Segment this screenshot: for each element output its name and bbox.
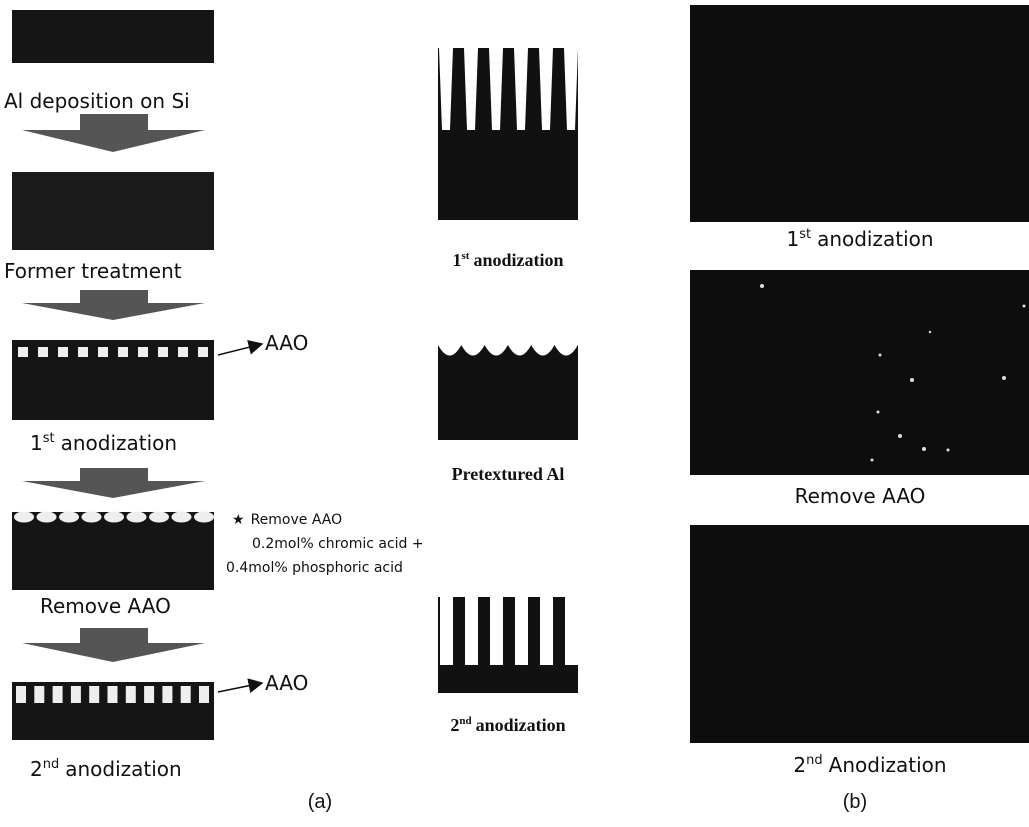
pore xyxy=(127,512,147,523)
pore xyxy=(515,597,528,665)
pore xyxy=(16,686,26,703)
removed-layer xyxy=(12,512,214,590)
pore xyxy=(540,597,553,665)
aao-pointer xyxy=(218,683,262,692)
aao-label: AAO xyxy=(265,331,308,355)
pore xyxy=(37,512,57,523)
pore xyxy=(126,686,136,703)
pore xyxy=(172,512,192,523)
pore xyxy=(138,347,148,357)
pore xyxy=(199,686,209,703)
pore xyxy=(58,347,68,357)
figure: AAO AAO Al deposition on Si Former treat… xyxy=(0,0,1029,827)
sem-image xyxy=(690,525,1029,743)
step-label: Al deposition on Si xyxy=(4,89,190,113)
pore xyxy=(194,512,214,523)
schematic-3 xyxy=(438,597,578,693)
note-line: 0.4mol% phosphoric acid xyxy=(226,560,403,576)
pore xyxy=(465,597,478,665)
pore xyxy=(38,347,48,357)
pore xyxy=(108,686,118,703)
pore xyxy=(490,597,503,665)
image-label: Remove AAO xyxy=(795,484,926,508)
pore xyxy=(198,347,208,357)
pore xyxy=(89,686,99,703)
sem-image xyxy=(690,5,1029,222)
pore xyxy=(18,347,28,357)
pore xyxy=(440,597,453,665)
aao-label: AAO xyxy=(265,671,308,695)
pore xyxy=(78,347,88,357)
pore xyxy=(144,686,154,703)
caption: (b) xyxy=(843,791,867,813)
treated-layer xyxy=(12,172,214,250)
pore xyxy=(14,512,34,523)
pore xyxy=(34,686,44,703)
step-label: Former treatment xyxy=(4,259,182,283)
panel-a: AAO AAO Al deposition on Si Former treat… xyxy=(4,10,424,813)
pore xyxy=(82,512,102,523)
pore xyxy=(71,686,81,703)
pore xyxy=(158,347,168,357)
pore xyxy=(118,347,128,357)
schematic-1 xyxy=(438,48,578,220)
pore xyxy=(149,512,169,523)
sem-image xyxy=(690,270,1029,475)
pore xyxy=(181,686,191,703)
pore xyxy=(178,347,188,357)
caption: (a) xyxy=(308,791,332,813)
pore xyxy=(98,347,108,357)
al-layer xyxy=(12,10,214,63)
pore xyxy=(162,686,172,703)
pore xyxy=(53,686,63,703)
note-title: ★Remove AAO xyxy=(232,512,342,528)
aao-pointer xyxy=(218,344,262,355)
schematic-2 xyxy=(438,345,578,440)
step-label: Remove AAO xyxy=(40,594,171,618)
pore xyxy=(565,597,578,665)
note-line: 0.2mol% chromic acid + xyxy=(252,536,424,552)
pore xyxy=(59,512,79,523)
pore xyxy=(104,512,124,523)
schematic-label: Pretextured Al xyxy=(452,464,565,484)
